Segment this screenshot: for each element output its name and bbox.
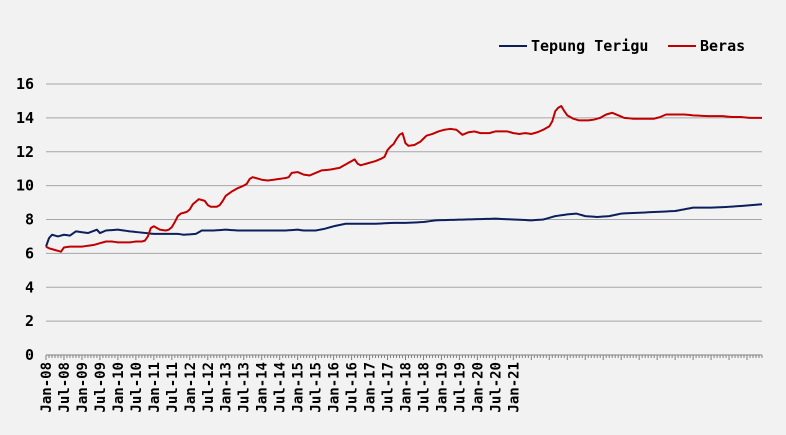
y-tick-label: 2	[25, 312, 34, 330]
x-tick-label: Jul-15	[309, 362, 325, 413]
x-tick-label: Jul-14	[273, 362, 289, 413]
y-tick-label: 0	[25, 346, 34, 364]
x-tick-label: Jul-12	[201, 362, 217, 413]
series-line-beras	[45, 105, 762, 253]
x-tick-label: Jan-14	[255, 362, 271, 413]
x-tick-label: Jan-17	[363, 362, 379, 413]
x-tick-label: Jul-13	[237, 362, 253, 413]
x-tick-label: Jan-18	[398, 362, 414, 413]
x-tick-label: Jan-16	[327, 362, 343, 413]
x-tick-label: Jan-12	[183, 362, 199, 413]
x-tick-label: Jul-16	[345, 362, 361, 413]
y-tick-label: 8	[25, 211, 34, 229]
y-tick-label: 16	[16, 75, 34, 93]
x-tick-label: Jan-10	[111, 362, 127, 413]
x-tick-label: Jul-20	[488, 362, 504, 413]
x-tick-label: Jan-19	[434, 362, 450, 413]
y-tick-label: 4	[25, 278, 34, 296]
x-tick-label: Jul-17	[381, 362, 397, 413]
y-tick-label: 14	[16, 109, 34, 127]
x-tick-label: Jul-09	[93, 362, 109, 413]
x-tick-label: Jan-09	[75, 362, 91, 413]
x-tick-label: Jan-08	[39, 362, 55, 413]
x-tick-label: Jan-20	[470, 362, 486, 413]
gridlines	[46, 83, 762, 322]
y-tick-label: 12	[16, 143, 34, 161]
x-tick-label: Jan-21	[506, 362, 522, 413]
series-line-tepung-terigu	[45, 203, 763, 247]
x-tick-label: Jan-15	[291, 362, 307, 413]
legend-label: Beras	[700, 37, 745, 55]
x-tick-label: Jul-18	[416, 362, 432, 413]
x-tick-label: Jul-08	[57, 362, 73, 413]
x-tick-label: Jul-19	[452, 362, 468, 413]
x-tick-label: Jul-10	[129, 362, 145, 413]
y-tick-label: 10	[16, 177, 34, 195]
y-tick-label: 6	[25, 244, 34, 262]
legend: Tepung Terigu Beras	[499, 37, 745, 55]
x-tick-label: Jan-13	[219, 362, 235, 413]
series-lines	[45, 105, 763, 253]
x-tick-label: Jul-11	[165, 362, 181, 413]
legend-label: Tepung Terigu	[531, 37, 648, 55]
x-tick-label: Jan-11	[147, 362, 163, 413]
